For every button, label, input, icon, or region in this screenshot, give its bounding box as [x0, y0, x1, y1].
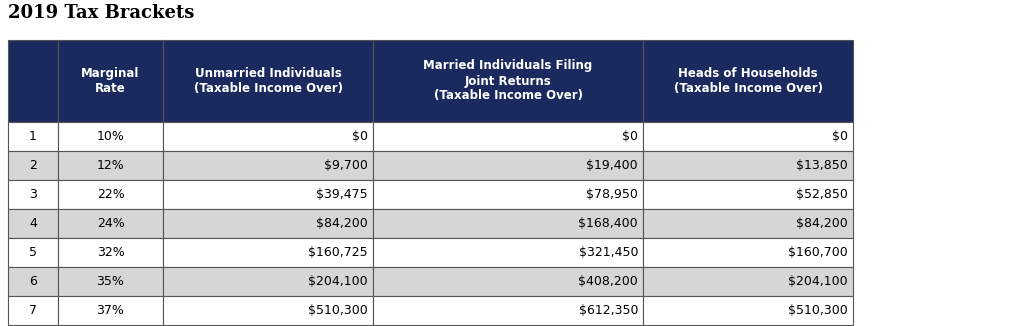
Text: 7: 7	[29, 304, 37, 317]
Bar	[643, 267, 853, 296]
Bar	[643, 40, 853, 122]
Text: 5: 5	[29, 246, 37, 259]
Bar	[58, 180, 163, 209]
Bar	[8, 40, 58, 122]
Bar	[373, 296, 643, 325]
Bar	[643, 296, 853, 325]
Text: $612,350: $612,350	[579, 304, 638, 317]
Bar	[58, 209, 163, 238]
Text: 10%: 10%	[96, 130, 125, 143]
Bar	[373, 151, 643, 180]
Bar	[8, 151, 58, 180]
Text: 4: 4	[29, 217, 37, 230]
Bar	[8, 209, 58, 238]
Text: Unmarried Individuals
(Taxable Income Over): Unmarried Individuals (Taxable Income Ov…	[194, 67, 342, 95]
Text: $160,725: $160,725	[308, 246, 368, 259]
Text: $52,850: $52,850	[796, 188, 848, 201]
Bar	[643, 151, 853, 180]
Bar	[373, 40, 643, 122]
Text: $0: $0	[352, 130, 368, 143]
Text: Marginal
Rate: Marginal Rate	[81, 67, 139, 95]
Bar	[163, 267, 373, 296]
Bar	[58, 122, 163, 151]
Bar	[8, 180, 58, 209]
Bar	[163, 180, 373, 209]
Bar	[163, 151, 373, 180]
Text: 2019 Tax Brackets: 2019 Tax Brackets	[8, 4, 195, 22]
Bar	[163, 296, 373, 325]
Bar	[8, 296, 58, 325]
Bar	[373, 122, 643, 151]
Bar	[58, 151, 163, 180]
Bar	[163, 209, 373, 238]
Text: 6: 6	[29, 275, 37, 288]
Text: $0: $0	[622, 130, 638, 143]
Text: $510,300: $510,300	[788, 304, 848, 317]
Bar	[58, 267, 163, 296]
Bar	[58, 238, 163, 267]
Bar	[58, 40, 163, 122]
Text: Married Individuals Filing
Joint Returns
(Taxable Income Over): Married Individuals Filing Joint Returns…	[423, 60, 593, 102]
Text: $321,450: $321,450	[579, 246, 638, 259]
Text: 37%: 37%	[96, 304, 125, 317]
Bar	[58, 296, 163, 325]
Text: $13,850: $13,850	[797, 159, 848, 172]
Bar	[8, 238, 58, 267]
Bar	[8, 122, 58, 151]
Text: $78,950: $78,950	[586, 188, 638, 201]
Text: $84,200: $84,200	[797, 217, 848, 230]
Text: $408,200: $408,200	[579, 275, 638, 288]
Text: $160,700: $160,700	[788, 246, 848, 259]
Bar	[8, 267, 58, 296]
Text: $168,400: $168,400	[579, 217, 638, 230]
Text: 3: 3	[29, 188, 37, 201]
Text: $84,200: $84,200	[316, 217, 368, 230]
Bar	[373, 180, 643, 209]
Text: Heads of Households
(Taxable Income Over): Heads of Households (Taxable Income Over…	[674, 67, 822, 95]
Bar	[643, 238, 853, 267]
Bar	[163, 238, 373, 267]
Bar	[643, 122, 853, 151]
Bar	[373, 267, 643, 296]
Bar	[163, 40, 373, 122]
Bar	[163, 122, 373, 151]
Text: 24%: 24%	[96, 217, 124, 230]
Text: 22%: 22%	[96, 188, 124, 201]
Bar	[373, 238, 643, 267]
Text: 1: 1	[29, 130, 37, 143]
Bar	[643, 180, 853, 209]
Bar	[373, 209, 643, 238]
Text: 32%: 32%	[96, 246, 124, 259]
Text: $0: $0	[831, 130, 848, 143]
Text: $204,100: $204,100	[788, 275, 848, 288]
Bar	[643, 209, 853, 238]
Text: $204,100: $204,100	[308, 275, 368, 288]
Text: $510,300: $510,300	[308, 304, 368, 317]
Text: 35%: 35%	[96, 275, 125, 288]
Text: $39,475: $39,475	[316, 188, 368, 201]
Text: $9,700: $9,700	[325, 159, 368, 172]
Text: 12%: 12%	[96, 159, 124, 172]
Text: $19,400: $19,400	[587, 159, 638, 172]
Text: 2: 2	[29, 159, 37, 172]
